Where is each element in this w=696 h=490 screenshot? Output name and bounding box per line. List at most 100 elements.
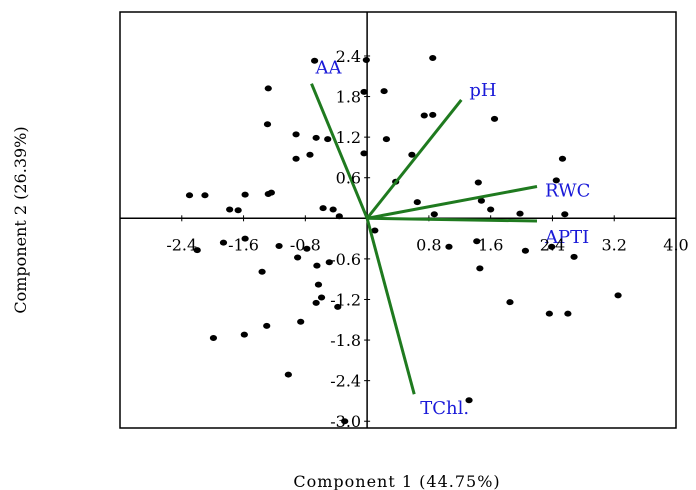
loading-vector-apti [367, 216, 538, 223]
score-point [382, 136, 391, 143]
x-tick-label: -0.8 [290, 235, 321, 254]
x-tick-label: 4.0 [663, 235, 688, 254]
score-point [380, 88, 388, 95]
score-point [317, 294, 326, 301]
score-point [314, 281, 323, 288]
score-point [341, 418, 349, 425]
score-point [360, 88, 368, 95]
score-point [325, 259, 333, 266]
x-tick-label: 2.4 [540, 235, 565, 254]
score-point [219, 239, 228, 246]
y-tick-label: -3.0 [330, 412, 361, 431]
score-point [362, 57, 370, 64]
score-point [487, 206, 495, 213]
score-point [465, 397, 473, 404]
score-point [548, 243, 556, 250]
score-point [476, 265, 484, 272]
score-point [430, 211, 438, 218]
loading-label-rwc: RWC [545, 181, 590, 202]
score-point [292, 155, 300, 162]
loading-vector-aa [310, 83, 369, 219]
score-point [473, 238, 481, 245]
score-point [545, 310, 553, 317]
y-tick-label: 0.6 [336, 169, 361, 188]
x-tick-label: -2.4 [166, 235, 197, 254]
score-point [445, 243, 453, 250]
score-points [185, 54, 622, 425]
score-point [506, 299, 514, 306]
score-point [561, 211, 569, 218]
x-tick-label: 1.6 [478, 235, 503, 254]
score-point [312, 134, 320, 141]
score-point [329, 206, 337, 213]
y-tick-label: -2.4 [330, 372, 361, 391]
tick-labels: -2.4 -1.6 -0.8 0.8 1.6 2.4 3.2 4.0 2.4 1.8 1.2 0.6 -… [166, 47, 688, 431]
loading-vector-ph [365, 99, 463, 220]
y-tick-label: -1.2 [330, 290, 361, 309]
x-tick-label: -1.6 [228, 235, 259, 254]
score-point [429, 111, 437, 118]
x-axis-title: Component 1 (44.75%) [293, 472, 500, 490]
y-axis-title: Component 2 (26.39%) [11, 126, 30, 313]
score-point [413, 199, 421, 206]
score-point [294, 254, 302, 261]
score-point [240, 331, 248, 338]
y-tick-label: -1.8 [330, 331, 361, 350]
score-point [521, 247, 530, 254]
score-point [311, 57, 319, 64]
score-point [258, 268, 266, 275]
score-point [324, 136, 332, 143]
x-tick-label: 0.8 [416, 235, 441, 254]
score-point [185, 192, 194, 199]
score-point [267, 189, 275, 196]
score-point [552, 177, 560, 184]
loading-label-ph: pH [469, 80, 496, 101]
x-tick-label: 3.2 [601, 235, 626, 254]
score-point [201, 192, 209, 199]
score-point [234, 207, 242, 214]
score-point [319, 205, 327, 212]
score-point [226, 206, 234, 213]
score-point [312, 299, 320, 306]
score-point [263, 322, 271, 329]
score-point [241, 235, 249, 242]
y-tick-label: 1.8 [336, 88, 361, 107]
loading-vector-rwc [366, 185, 538, 220]
y-tick-label: 1.2 [336, 128, 361, 147]
loading-vector-tchl [365, 217, 416, 395]
score-point [408, 151, 416, 158]
score-point [420, 112, 428, 119]
score-point [490, 115, 499, 122]
score-point [334, 303, 342, 310]
score-point [429, 54, 437, 61]
score-point [209, 335, 218, 342]
score-point [303, 245, 311, 252]
score-point [558, 155, 567, 162]
score-point [614, 292, 622, 299]
score-point [241, 191, 249, 198]
score-point [335, 213, 343, 220]
score-point [193, 247, 201, 254]
score-point [297, 318, 305, 325]
score-point [264, 85, 272, 92]
score-point [292, 131, 300, 138]
score-point [284, 371, 292, 378]
y-tick-label: 2.4 [336, 47, 361, 66]
score-point [564, 310, 572, 317]
y-tick-label: -0.6 [330, 250, 361, 269]
score-point [275, 243, 283, 250]
score-point [477, 197, 485, 204]
loading-label-apti: APTI [544, 227, 589, 248]
score-point [360, 150, 368, 157]
score-point [263, 121, 272, 128]
score-point [474, 179, 482, 186]
score-point [570, 253, 578, 260]
score-point [371, 227, 379, 234]
score-point [516, 210, 524, 217]
score-point [306, 151, 314, 158]
loading-vectors: AA pH RWC APTI TChl. [310, 58, 590, 419]
loading-label-aa: AA [315, 58, 343, 79]
score-point [313, 262, 321, 269]
loading-label-tchl: TChl. [420, 398, 469, 419]
